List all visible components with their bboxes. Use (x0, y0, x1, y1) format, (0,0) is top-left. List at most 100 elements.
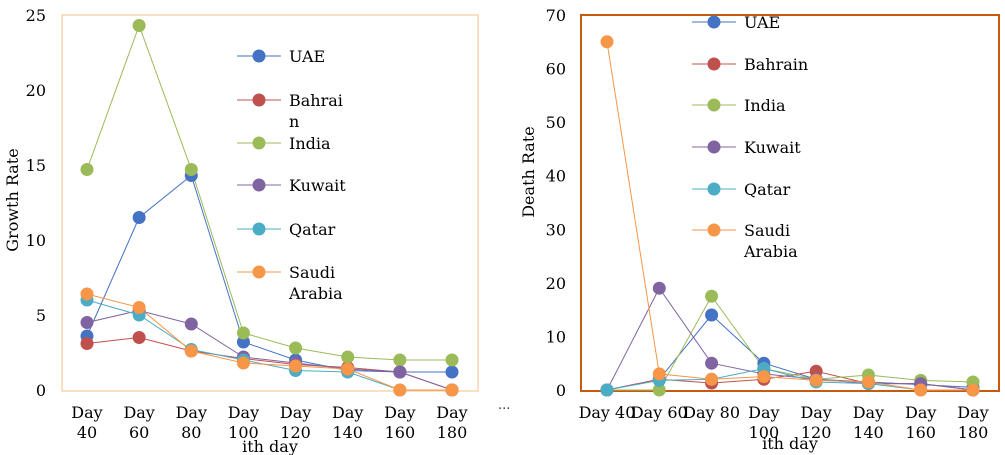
growth-legend-label-india: India (289, 134, 331, 153)
death-legend-label-bahrain: Bahrain (744, 55, 808, 74)
growth-legend-label-qatar: Qatar (289, 220, 336, 239)
growth-xtick-label: Day 80 (176, 403, 207, 442)
growth-legend-label-saudi-arabia: Saudi Arabia (288, 263, 343, 303)
death-point-saudi-arabia (600, 35, 614, 49)
death-point-saudi-arabia (652, 367, 666, 381)
death-xtick-label: Day 180 (957, 403, 988, 442)
growth-point-saudi-arabia (341, 362, 355, 376)
growth-xtick-label: Day 120 (280, 403, 311, 442)
growth-ytick-label: 20 (26, 81, 46, 100)
death-ytick-label: 70 (546, 6, 566, 25)
death-point-kuwait (652, 281, 666, 295)
death-ytick-label: 30 (546, 220, 566, 239)
growth-legend-label-bahrain: Bahrai n (289, 91, 343, 131)
death-legend-label-kuwait: Kuwait (744, 138, 801, 157)
growth-xtick-label: Day 60 (123, 403, 154, 442)
growth-legend-label-uae: UAE (289, 47, 325, 66)
death-point-saudi-arabia (757, 370, 771, 384)
death-legend-marker-bahrain (707, 57, 721, 71)
growth-point-india (184, 163, 198, 176)
growth-legend-marker-india (252, 136, 266, 150)
death-point-india (705, 289, 719, 303)
death-point-saudi-arabia (705, 372, 719, 386)
growth-point-india (132, 19, 146, 32)
death-ytick-label: 20 (546, 274, 566, 293)
growth-point-india (236, 326, 250, 340)
growth-xtick-label: Day 100 (228, 403, 259, 442)
growth-ytick-label: 0 (36, 381, 46, 400)
growth-ytick-label: 25 (26, 6, 46, 25)
growth-point-bahrain (80, 337, 94, 350)
growth-point-saudi-arabia (289, 359, 303, 373)
death-ytick-label: 60 (546, 60, 566, 79)
growth-point-bahrain (132, 331, 146, 344)
growth-point-saudi-arabia (236, 356, 250, 370)
growth-point-saudi-arabia (184, 344, 198, 358)
growth-point-kuwait (393, 365, 407, 379)
growth-point-uae (132, 211, 146, 224)
death-ytick-label: 0 (556, 381, 566, 400)
death-legend-marker-india (707, 98, 721, 112)
growth-series-line-saudi-arabia (86, 293, 452, 391)
growth-point-kuwait (80, 316, 94, 329)
death-point-saudi-arabia (861, 375, 875, 389)
growth-point-uae (445, 365, 459, 379)
growth-point-saudi-arabia (80, 287, 94, 301)
growth-series-line-kuwait (86, 309, 453, 391)
growth-point-india (445, 353, 459, 367)
death-point-saudi-arabia (966, 383, 980, 397)
death-legend-label-uae: UAE (744, 13, 780, 32)
growth-legend-label-kuwait: Kuwait (289, 176, 346, 195)
death-xtick-label: Day 140 (853, 403, 884, 442)
growth-series-line-india (86, 24, 452, 361)
death-point-saudi-arabia (914, 383, 928, 397)
death-series-line-uae (606, 314, 974, 391)
death-point-qatar (600, 383, 614, 397)
death-point-india (652, 383, 666, 397)
growth-xtick-label: Day 180 (436, 403, 467, 442)
death-series-line-kuwait (606, 287, 974, 391)
growth-xtick-label: Day 160 (384, 403, 415, 442)
growth-point-india (393, 353, 407, 367)
death-legend-label-india: India (744, 96, 786, 115)
death-series-line-saudi-arabia (606, 41, 973, 391)
growth-xtick-label: Day 140 (332, 403, 363, 442)
growth-ytick-label: 15 (26, 156, 46, 175)
death-legend-label-qatar: Qatar (744, 180, 791, 199)
death-ytick-label: 50 (546, 113, 566, 132)
death-legend-marker-qatar (707, 182, 721, 196)
growth-ytick-label: 5 (36, 306, 46, 325)
death-point-kuwait (705, 356, 719, 370)
death-y-axis-label: Death Rate (519, 126, 538, 218)
death-x-axis-label: ith day (762, 434, 818, 453)
growth-xtick-label: Day 40 (71, 403, 102, 442)
death-point-uae (705, 308, 719, 322)
death-legend-label-saudi-arabia: Saudi Arabia (743, 221, 798, 261)
death-plot-frame (580, 14, 1000, 392)
death-legend-marker-saudi-arabia (707, 223, 721, 237)
death-xtick-label: Day 80 (683, 403, 740, 422)
growth-point-kuwait (184, 317, 198, 331)
death-point-saudi-arabia (809, 373, 823, 387)
growth-legend-marker-saudi-arabia (252, 265, 266, 279)
growth-point-saudi-arabia (393, 383, 407, 397)
death-ytick-label: 10 (546, 327, 566, 346)
growth-point-india (341, 350, 355, 364)
growth-point-india (80, 163, 94, 176)
growth-x-axis-label: ith day (242, 437, 298, 455)
death-legend-marker-uae (707, 15, 721, 29)
growth-point-uae (236, 335, 250, 349)
growth-point-india (289, 341, 303, 355)
growth-y-axis-label: Growth Rate (3, 148, 22, 251)
growth-ytick-label: 10 (26, 231, 46, 250)
growth-legend-marker-kuwait (252, 178, 266, 192)
growth-point-saudi-arabia (445, 383, 459, 397)
death-xtick-label: Day 60 (631, 403, 688, 422)
death-ytick-label: 40 (546, 167, 566, 186)
death-legend-marker-kuwait (707, 140, 721, 154)
growth-point-saudi-arabia (132, 301, 146, 314)
growth-legend-marker-qatar (252, 222, 266, 236)
death-xtick-label: Day 160 (905, 403, 936, 442)
